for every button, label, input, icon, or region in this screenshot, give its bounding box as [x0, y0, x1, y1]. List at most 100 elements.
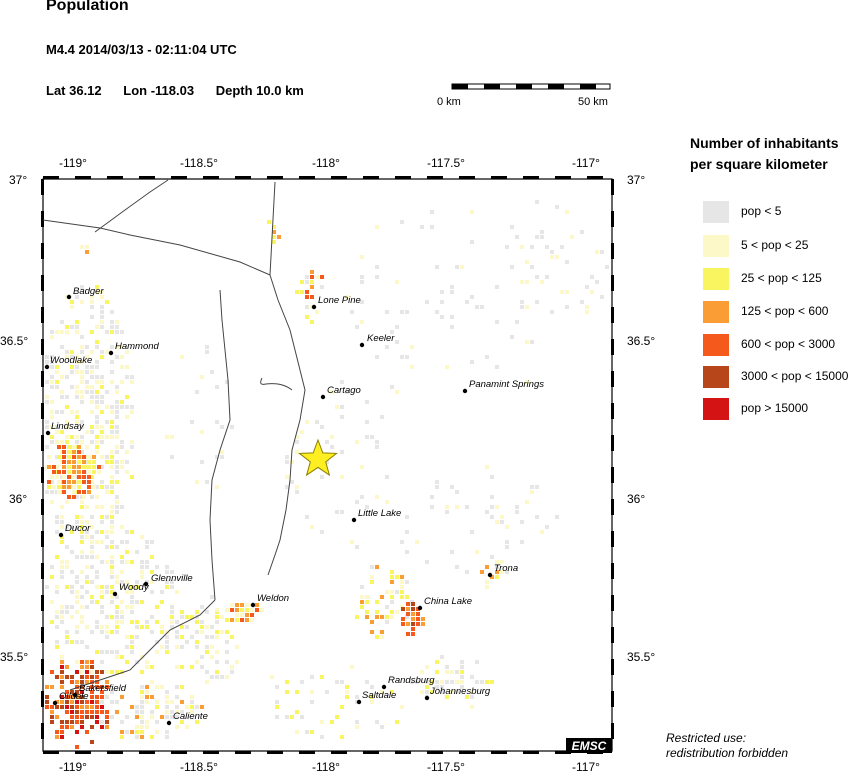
density-cell [480, 570, 484, 574]
density-cell [95, 650, 99, 654]
density-cell [75, 420, 79, 424]
density-cell [175, 665, 179, 669]
density-cell [85, 660, 89, 664]
density-cell [400, 595, 404, 599]
density-cell [365, 595, 369, 599]
density-cell [72, 480, 76, 484]
density-cell [80, 555, 84, 559]
density-cell [520, 520, 524, 524]
density-cell [50, 475, 54, 479]
density-cell [125, 375, 129, 379]
density-cell [100, 400, 104, 404]
density-cell [365, 615, 369, 619]
density-cell [425, 680, 429, 684]
density-cell [85, 710, 89, 714]
density-cell [77, 445, 81, 449]
density-cell [540, 530, 544, 534]
density-cell [82, 460, 86, 464]
density-cell [80, 420, 84, 424]
density-cell [90, 550, 94, 554]
density-cell [140, 670, 144, 674]
density-cell [435, 685, 439, 689]
density-cell [50, 400, 54, 404]
density-cell [105, 725, 109, 729]
density-cell [85, 670, 89, 674]
city-marker [143, 581, 149, 587]
density-cell [85, 345, 89, 349]
density-cell [55, 330, 59, 334]
density-cell [140, 565, 144, 569]
density-cell [95, 400, 99, 404]
frame-dash-bottom [491, 751, 507, 754]
density-cell [490, 680, 494, 684]
density-cell [50, 330, 54, 334]
density-cell [110, 320, 114, 324]
density-cell [355, 500, 359, 504]
density-cell [120, 600, 124, 604]
density-cell [130, 440, 134, 444]
density-cell [320, 475, 324, 479]
density-cell [175, 590, 179, 594]
legend-swatch [703, 334, 729, 356]
density-cell [75, 705, 79, 709]
density-cell [72, 485, 76, 489]
density-cell [406, 622, 410, 626]
density-cell [95, 420, 99, 424]
density-cell [250, 608, 254, 612]
density-cell [225, 660, 229, 664]
density-cell [70, 615, 74, 619]
density-cell [130, 375, 134, 379]
density-cell [145, 695, 149, 699]
city-label: Weldon [257, 593, 289, 604]
density-cell [52, 470, 56, 474]
density-cell [200, 630, 204, 634]
density-cell [75, 395, 79, 399]
density-cell [55, 640, 59, 644]
density-cell [360, 600, 364, 604]
density-cell [60, 705, 64, 709]
legend-swatch [703, 301, 729, 323]
density-cell [185, 625, 189, 629]
lon-tick-bottom-3: -118° [312, 760, 340, 774]
density-cell [375, 225, 379, 229]
density-cell [70, 355, 74, 359]
density-cell [100, 710, 104, 714]
density-cell [90, 580, 94, 584]
density-cell [60, 330, 64, 334]
legend-item: 25 < pop < 125 [703, 268, 863, 292]
density-cell [115, 405, 119, 409]
density-cell [80, 535, 84, 539]
density-cell [70, 605, 74, 609]
lon-tick-bottom-4: -117.5° [427, 760, 465, 774]
density-cell [80, 710, 84, 714]
density-cell [80, 285, 84, 289]
density-cell [450, 680, 454, 684]
frame-dash-right [611, 371, 614, 387]
city-label: China Lake [424, 596, 472, 607]
density-cell [220, 630, 224, 634]
density-cell [406, 602, 410, 606]
density-cell [115, 470, 119, 474]
density-cell [110, 650, 114, 654]
density-cell [95, 670, 99, 674]
density-cell [272, 225, 276, 229]
density-cell [100, 700, 104, 704]
density-cell [57, 485, 61, 489]
frame-dash-right [611, 179, 614, 195]
density-cell [195, 660, 199, 664]
density-cell [110, 515, 114, 519]
density-cell [450, 670, 454, 674]
density-cell [125, 450, 129, 454]
density-cell [455, 490, 459, 494]
density-cell [275, 685, 279, 689]
density-cell [75, 435, 79, 439]
density-cell [175, 635, 179, 639]
density-cell [75, 360, 79, 364]
density-cell [250, 618, 254, 622]
density-cell [72, 445, 76, 449]
density-cell [100, 530, 104, 534]
density-cell [60, 575, 64, 579]
density-cell [595, 280, 599, 284]
density-cell [165, 650, 169, 654]
density-cell [240, 613, 244, 617]
